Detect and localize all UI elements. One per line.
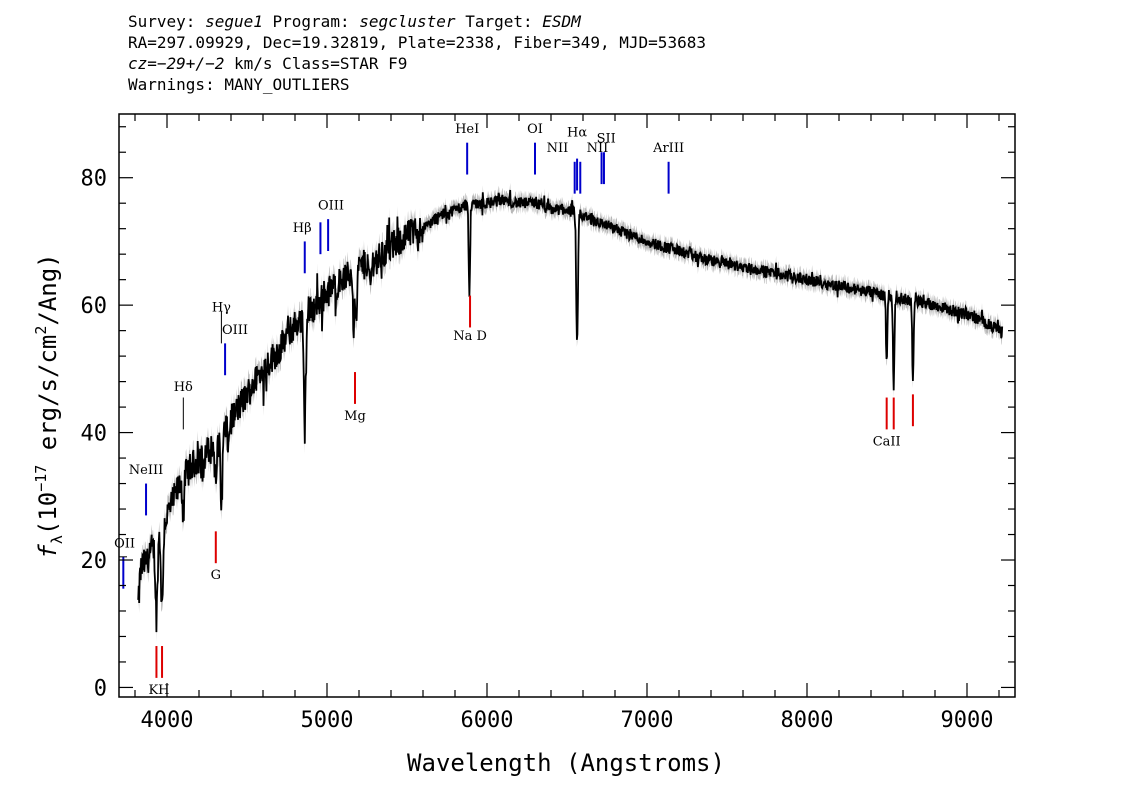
spectral-line-label: OIII <box>222 323 248 338</box>
spectral-line-label: OIII <box>318 199 344 214</box>
x-tick-label: 6000 <box>461 708 514 733</box>
y-axis-title-exp2: 2 <box>32 326 50 335</box>
spectral-line-label: Hα <box>567 125 587 140</box>
spectral-line-label: ArIII <box>652 141 684 156</box>
y-tick-label: 60 <box>81 294 108 319</box>
x-tick-label: 8000 <box>781 708 834 733</box>
spectral-line-label: NII <box>587 141 609 156</box>
y-axis-title-f: f <box>34 544 62 559</box>
x-axis-title: Wavelength (Angstroms) <box>407 749 725 777</box>
spectral-line-label: G <box>211 568 221 583</box>
x-tick-label: 5000 <box>301 708 354 733</box>
spectrum-header: Survey: segue1 Program: segcluster Targe… <box>128 11 1028 95</box>
spectral-line-label: NeIII <box>129 463 163 478</box>
header-line-redshift: cz=−29+/−2 km/s Class=STAR F9 <box>128 53 1028 74</box>
spectral-line-label: KH <box>148 683 169 698</box>
spectral-line-label: Hβ <box>293 221 312 236</box>
spectral-line-label: Mg <box>344 409 366 424</box>
header-line-survey: Survey: segue1 Program: segcluster Targe… <box>128 11 1028 32</box>
y-tick-label: 40 <box>81 422 108 447</box>
spectral-line-label: CaII <box>873 434 901 449</box>
spectral-line-label: Na D <box>453 329 487 344</box>
x-tick-label: 4000 <box>141 708 194 733</box>
survey-value: segue1 <box>205 12 263 31</box>
spectral-line-label: OI <box>527 122 543 137</box>
spectral-line-label: Hδ <box>174 380 193 395</box>
spectrum-line <box>137 189 1004 633</box>
spectral-line-label: Hγ <box>212 301 231 316</box>
redshift-value: cz=−29+/−2 <box>128 54 225 73</box>
survey-label: Survey: <box>128 12 196 31</box>
program-value: segcluster <box>359 12 456 31</box>
y-tick-label: 20 <box>81 549 108 574</box>
class-value: km/s Class=STAR F9 <box>233 54 408 73</box>
x-tick-label: 9000 <box>941 708 994 733</box>
y-axis-title-mid: erg/s/cm <box>34 335 62 465</box>
spectral-line-label: HeI <box>455 122 479 137</box>
target-value: ESDM <box>542 12 581 31</box>
program-label: Program: <box>272 12 350 31</box>
spectral-line-label: NII <box>547 141 569 156</box>
plot-frame <box>118 113 1016 698</box>
y-axis-title: fλ(10−17 erg/s/cm2/Ang) <box>32 253 66 558</box>
y-axis-title-post: /Ang) <box>34 253 62 325</box>
spectral-line-label: SII <box>597 132 616 147</box>
spectral-line-label: OII <box>114 536 135 551</box>
y-axis-title-sub: λ <box>48 535 66 544</box>
y-tick-label: 0 <box>94 676 107 701</box>
y-axis-title-exp1: −17 <box>32 465 50 492</box>
header-line-coordinates: RA=297.09929, Dec=19.32819, Plate=2338, … <box>128 33 706 52</box>
target-label: Target: <box>465 12 533 31</box>
spectrum-error-band <box>138 183 1003 643</box>
y-tick-label: 80 <box>81 167 108 192</box>
y-axis-title-pre: (10 <box>34 492 62 535</box>
header-line-warnings: Warnings: MANY_OUTLIERS <box>128 75 350 94</box>
x-tick-label: 7000 <box>621 708 674 733</box>
